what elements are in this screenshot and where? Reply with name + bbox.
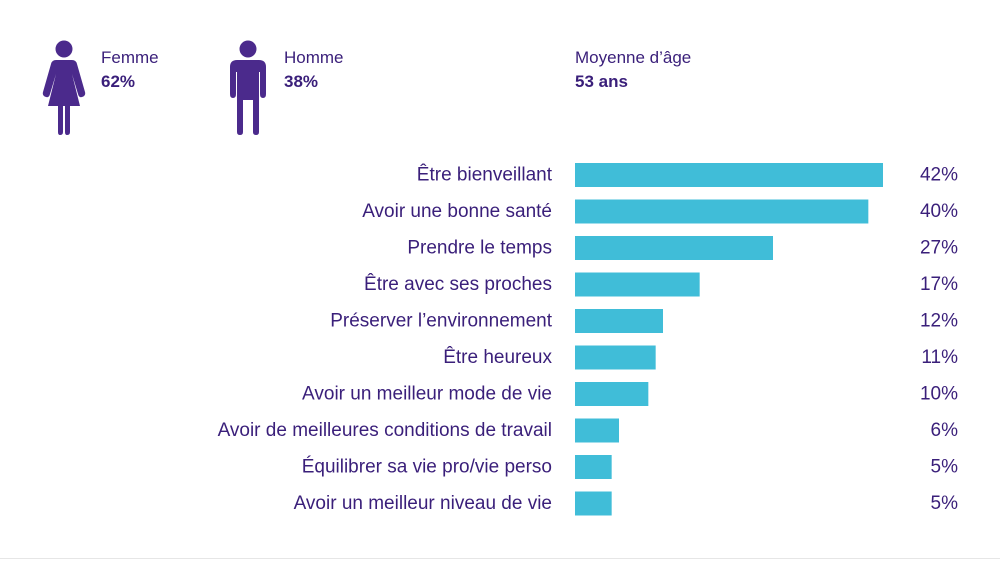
category-label: Avoir un meilleur mode de vie [302,384,552,405]
female-label: Femme [101,48,159,67]
category-label: Être avec ses proches [364,273,552,295]
category-label: Prendre le temps [407,238,552,259]
female-person-icon [42,40,86,135]
category-label: Avoir un meilleur niveau de vie [294,493,552,514]
female-value: 62% [101,72,136,91]
value-label: 11% [921,347,958,368]
category-label: Avoir de meilleures conditions de travai… [218,420,552,441]
bar [575,199,869,224]
male-label: Homme [284,48,344,67]
category-label: Équilibrer sa vie pro/vie perso [302,457,552,478]
bar [575,345,656,370]
category-label: Préserver l’environnement [330,311,552,332]
value-label: 12% [920,311,958,332]
value-label: 10% [920,384,958,405]
value-label: 40% [920,201,958,222]
bar [575,309,663,333]
bar [575,491,612,516]
category-label: Avoir une bonne santé [362,201,552,222]
age-value: 53 ans [575,72,628,91]
age-label: Moyenne d’âge [575,48,692,67]
bar [575,236,773,260]
value-label: 17% [920,274,958,295]
category-label: Être bienveillant [417,164,553,186]
value-label: 5% [931,457,959,478]
bottom-divider [0,558,1000,559]
male-person-icon [230,40,266,135]
bar [575,163,883,187]
value-label: 27% [920,238,958,259]
bar [575,418,619,443]
bar [575,455,612,479]
bar [575,272,700,297]
value-label: 5% [931,493,959,514]
male-value: 38% [284,72,319,91]
category-label: Être heureux [443,346,552,368]
bar [575,382,649,406]
value-label: 6% [931,420,959,441]
value-label: 42% [920,165,958,186]
